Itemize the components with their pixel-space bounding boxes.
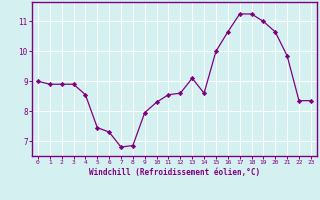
X-axis label: Windchill (Refroidissement éolien,°C): Windchill (Refroidissement éolien,°C) <box>89 168 260 177</box>
